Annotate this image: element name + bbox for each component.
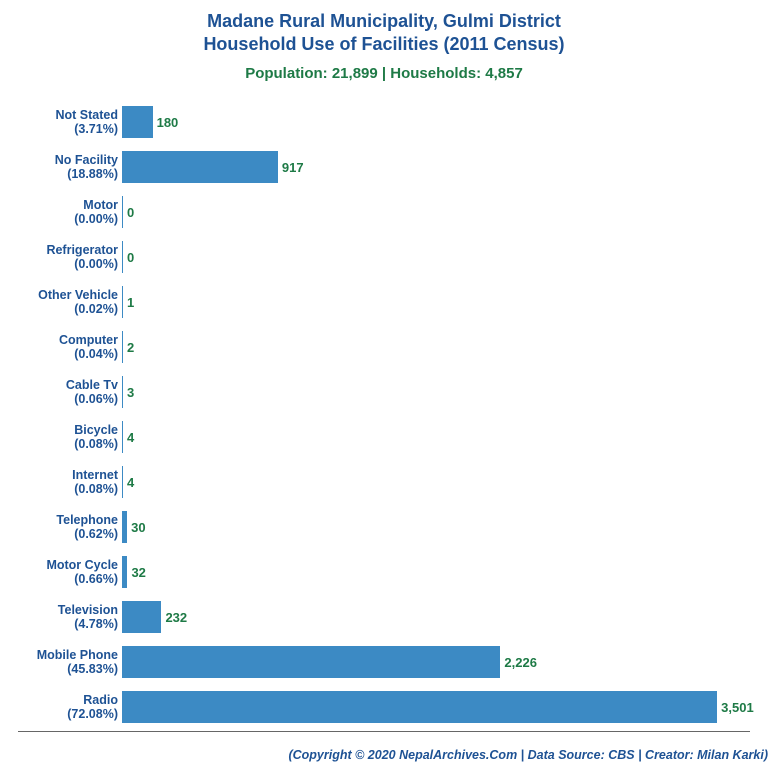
category-label: Refrigerator(0.00%): [18, 243, 122, 272]
bar-value: 4: [127, 475, 134, 490]
chart-row: Radio(72.08%)3,501: [18, 685, 750, 730]
bar: [122, 376, 123, 408]
credit-text: (Copyright © 2020 NepalArchives.Com | Da…: [288, 748, 768, 762]
bar-wrap: 4: [122, 460, 750, 505]
bar-value: 2: [127, 340, 134, 355]
title-line2: Household Use of Facilities (2011 Census…: [203, 34, 564, 54]
bar-wrap: 4: [122, 415, 750, 460]
bar-wrap: 3: [122, 370, 750, 415]
bar-value: 30: [131, 520, 145, 535]
category-label: Radio(72.08%): [18, 693, 122, 722]
chart-row: Motor(0.00%) 0: [18, 190, 750, 235]
category-label: Mobile Phone(45.83%): [18, 648, 122, 677]
bar: [122, 331, 123, 363]
category-label: Cable Tv(0.06%): [18, 378, 122, 407]
bar-value: 4: [127, 430, 134, 445]
bar-value: 0: [127, 250, 134, 265]
bar-value: 180: [157, 115, 179, 130]
bar: [122, 466, 123, 498]
category-label: Not Stated(3.71%): [18, 108, 122, 137]
bar-wrap: 1: [122, 280, 750, 325]
bar-wrap: 180: [122, 100, 750, 145]
bar-wrap: 917: [122, 145, 750, 190]
chart-title: Madane Rural Municipality, Gulmi Distric…: [0, 0, 768, 57]
bar: [122, 601, 161, 633]
category-label: Other Vehicle(0.02%): [18, 288, 122, 317]
chart-row: Bicycle(0.08%) 4: [18, 415, 750, 460]
bar: [122, 196, 123, 228]
chart-row: Not Stated(3.71%) 180: [18, 100, 750, 145]
category-label: Motor(0.00%): [18, 198, 122, 227]
chart-row: Telephone(0.62%) 30: [18, 505, 750, 550]
chart-row: Cable Tv(0.06%) 3: [18, 370, 750, 415]
chart-row: Television(4.78%) 232: [18, 595, 750, 640]
bar-wrap: 30: [122, 505, 750, 550]
bar: [122, 241, 123, 273]
chart-row: Mobile Phone(45.83%) 2,226: [18, 640, 750, 685]
bar: [122, 421, 123, 453]
bar: [122, 286, 123, 318]
bar: [122, 646, 500, 678]
category-label: Computer(0.04%): [18, 333, 122, 362]
chart-row: Computer(0.04%) 2: [18, 325, 750, 370]
category-label: Motor Cycle(0.66%): [18, 558, 122, 587]
bar: [122, 556, 127, 588]
bar-value: 32: [131, 565, 145, 580]
bar-wrap: 0: [122, 190, 750, 235]
chart-subtitle: Population: 21,899 | Households: 4,857: [0, 65, 768, 82]
chart-row: Internet(0.08%) 4: [18, 460, 750, 505]
bar: [122, 511, 127, 543]
bar-wrap: 232: [122, 595, 750, 640]
category-label: Internet(0.08%): [18, 468, 122, 497]
chart-row: No Facility(18.88%) 917: [18, 145, 750, 190]
bar-wrap: 3,501: [122, 685, 754, 730]
bar-value: 917: [282, 160, 304, 175]
bar: [122, 106, 153, 138]
chart-row: Motor Cycle(0.66%) 32: [18, 550, 750, 595]
category-label: Television(4.78%): [18, 603, 122, 632]
category-label: No Facility(18.88%): [18, 153, 122, 182]
title-line1: Madane Rural Municipality, Gulmi Distric…: [207, 11, 561, 31]
chart-row: Refrigerator(0.00%) 0: [18, 235, 750, 280]
bar-wrap: 32: [122, 550, 750, 595]
bar-value: 3,501: [721, 700, 754, 715]
bar-chart: Not Stated(3.71%) 180 No Facility(18.88%) 9…: [18, 100, 750, 732]
bar-wrap: 2: [122, 325, 750, 370]
bar-wrap: 2,226: [122, 640, 750, 685]
bar-value: 1: [127, 295, 134, 310]
category-label: Telephone(0.62%): [18, 513, 122, 542]
bar-value: 232: [165, 610, 187, 625]
category-label: Bicycle(0.08%): [18, 423, 122, 452]
bar-wrap: 0: [122, 235, 750, 280]
bar-value: 3: [127, 385, 134, 400]
bar-value: 0: [127, 205, 134, 220]
bar: [122, 691, 717, 723]
bar-value: 2,226: [504, 655, 537, 670]
chart-row: Other Vehicle(0.02%) 1: [18, 280, 750, 325]
bar: [122, 151, 278, 183]
